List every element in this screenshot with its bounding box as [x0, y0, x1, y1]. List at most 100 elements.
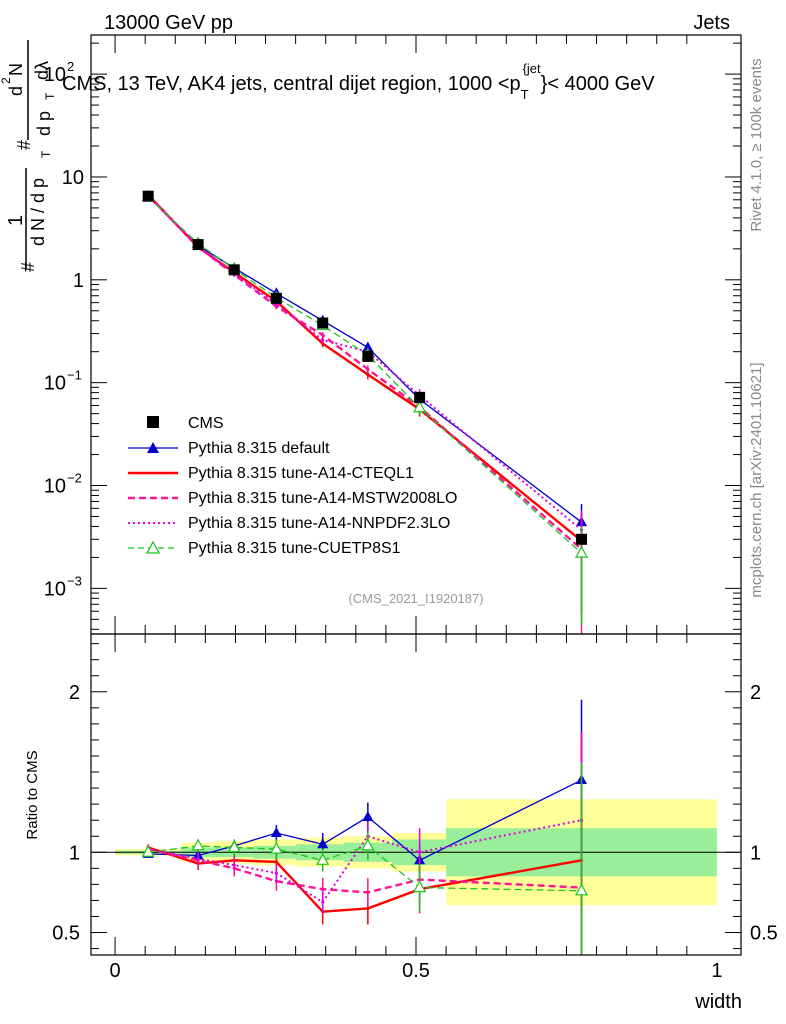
- ratio-series-marker: [366, 890, 370, 895]
- main-y-tick-exponent: −3: [67, 573, 82, 588]
- cms-data-point: [142, 190, 154, 202]
- ratio-series-marker: [227, 840, 241, 853]
- main-y-tick-label: 10: [44, 64, 66, 86]
- ratio-series-marker: [321, 887, 325, 891]
- x-tick-label: 0.5: [402, 960, 430, 982]
- ratio-series-marker: [269, 841, 283, 854]
- title-tail: < 4000 GeV: [547, 73, 655, 95]
- ratio-y-tick-label: 2: [69, 682, 80, 704]
- ratio-series-marker: [413, 880, 427, 893]
- ratio-series-marker: [274, 871, 278, 875]
- ratio-plot-area: [91, 699, 741, 955]
- ratio-series-line-1: [147, 846, 582, 913]
- analysis-id: (CMS_2021_I1920187): [348, 591, 483, 606]
- main-y-tick-exponent: −1: [67, 368, 82, 383]
- main-plot-area: [141, 189, 589, 634]
- legend-marker-4: [145, 540, 161, 554]
- legend-label-1: Pythia 8.315 tune-A14-CTEQL1: [188, 465, 414, 482]
- ratio-series-marker: [362, 810, 374, 821]
- ratio-series-marker: [418, 850, 422, 854]
- legend-label-0: Pythia 8.315 default: [188, 440, 330, 457]
- x-tick-label: 0: [110, 960, 121, 982]
- ylabel-t1: T: [39, 150, 53, 158]
- xlabel: width: [694, 991, 742, 1013]
- ylabel-dl: dλ: [32, 61, 52, 80]
- main-series-marker: [321, 338, 325, 342]
- main-series-marker: [366, 367, 370, 371]
- ratio-series-marker: [141, 845, 155, 857]
- main-series-marker: [413, 400, 427, 413]
- ratio-ylabel: Ratio to CMS: [24, 750, 41, 839]
- chart-title: CMS, 13 TeV, AK4 jets, central dijet reg…: [62, 61, 655, 102]
- ratio-series-marker: [316, 853, 330, 865]
- ratio-series-line-4: [148, 845, 582, 892]
- title-main: CMS, 13 TeV, AK4 jets, central dijet reg…: [62, 73, 521, 95]
- ylabel-hash1: #: [18, 262, 38, 272]
- ylabel-n: N: [6, 63, 26, 76]
- legend-label-4: Pythia 8.315 tune-CUETP8S1: [188, 540, 401, 557]
- main-series-line-0: [147, 196, 582, 523]
- ratio-series-marker: [361, 838, 375, 851]
- ylabel-hash2: #: [14, 140, 34, 150]
- ylabel-dn: d N / d p: [28, 178, 48, 246]
- main-series-marker: [366, 372, 370, 377]
- legend-cms-label: CMS: [188, 415, 224, 432]
- legend-label-2: Pythia 8.315 tune-A14-MSTW2008LO: [188, 490, 457, 507]
- process-label: Jets: [693, 12, 730, 34]
- main-y-tick-exponent: 2: [67, 59, 74, 74]
- ylabel-two: 2: [0, 77, 13, 84]
- main-y-tick-label: 10: [62, 167, 84, 189]
- ratio-series-line-2: [147, 847, 582, 894]
- legend: CMS Pythia 8.315 default Pythia 8.315 tu…: [128, 415, 457, 557]
- rivet-label: Rivet 4.1.0, ≥ 100k events: [748, 58, 765, 231]
- main-series-line-3: [147, 195, 583, 531]
- ylabel-dnum: d: [6, 86, 26, 96]
- cms-data-point: [362, 350, 374, 362]
- ratio-series-marker: [232, 863, 236, 867]
- main-series-marker: [321, 333, 325, 337]
- ratio-axes: 0 0.5 1 0.5 0.5 1 1 2 2: [52, 634, 778, 982]
- ratio-series-marker: [317, 838, 329, 849]
- legend-label-3: Pythia 8.315 tune-A14-NNPDF2.3LO: [188, 515, 450, 532]
- main-series-line-2: [147, 194, 583, 551]
- legend-marker-0: [147, 442, 159, 453]
- ratio-y-tick-label-right: 2: [750, 682, 761, 704]
- cms-data-point: [270, 292, 282, 304]
- main-ylabel: # 1 d N / d p T # d 2 N d p T dλ: [0, 40, 57, 272]
- main-y-tick-label: 10: [44, 373, 66, 395]
- ratio-series-line-3: [147, 819, 582, 904]
- main-series-marker: [321, 341, 325, 346]
- ratio-series-marker: [196, 857, 200, 861]
- main-y-tick-exponent: −2: [67, 471, 82, 486]
- ratio-panel: 0 0.5 1 0.5 0.5 1 1 2 2 Ratio to CMS width: [24, 633, 778, 1013]
- ratio-y-tick-label-right: 0.5: [750, 923, 778, 945]
- cms-data-point: [317, 317, 329, 329]
- mcplots-label: mcplots.cern.ch [arXiv:2401.10621]: [748, 362, 765, 597]
- legend-cms-marker: [147, 416, 159, 428]
- main-series-line-4: [147, 196, 582, 554]
- x-tick-label: 1: [711, 960, 722, 982]
- ratio-y-tick-label-right: 1: [750, 842, 761, 864]
- ratio-series-marker: [574, 883, 589, 896]
- title-close: }: [541, 73, 548, 95]
- main-series-marker: [574, 545, 589, 558]
- ratio-series-marker: [274, 860, 278, 864]
- ylabel-dden: d p: [34, 111, 54, 136]
- ratio-series-marker: [321, 900, 325, 904]
- main-y-tick-label: 10: [44, 578, 66, 600]
- ratio-series-marker: [270, 827, 282, 838]
- ratio-series-marker: [191, 838, 205, 851]
- cms-data-point: [192, 239, 204, 251]
- title-sup: {jet: [523, 61, 541, 76]
- ylabel-one: 1: [5, 215, 27, 226]
- cms-data-point: [414, 391, 426, 403]
- cms-data-point: [576, 533, 588, 545]
- ylabel-t2: T: [43, 92, 57, 100]
- ratio-series-line-0: [148, 779, 582, 862]
- main-series-marker: [362, 341, 374, 352]
- title-sub: T: [521, 87, 529, 102]
- cms-data-point: [228, 264, 240, 276]
- ratio-y-tick-label: 0.5: [52, 923, 80, 945]
